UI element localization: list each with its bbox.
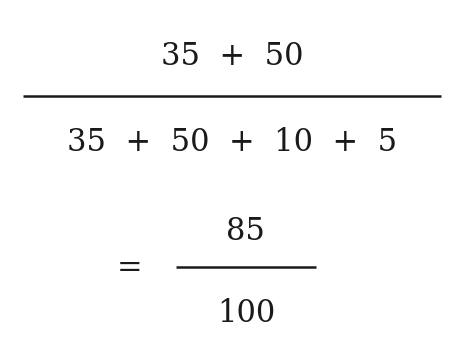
Text: 35  +  50: 35 + 50: [160, 41, 303, 73]
Text: =: =: [117, 253, 143, 284]
Text: 35  +  50  +  10  +  5: 35 + 50 + 10 + 5: [67, 127, 396, 158]
Text: 100: 100: [216, 298, 275, 329]
Text: 85: 85: [226, 216, 265, 247]
